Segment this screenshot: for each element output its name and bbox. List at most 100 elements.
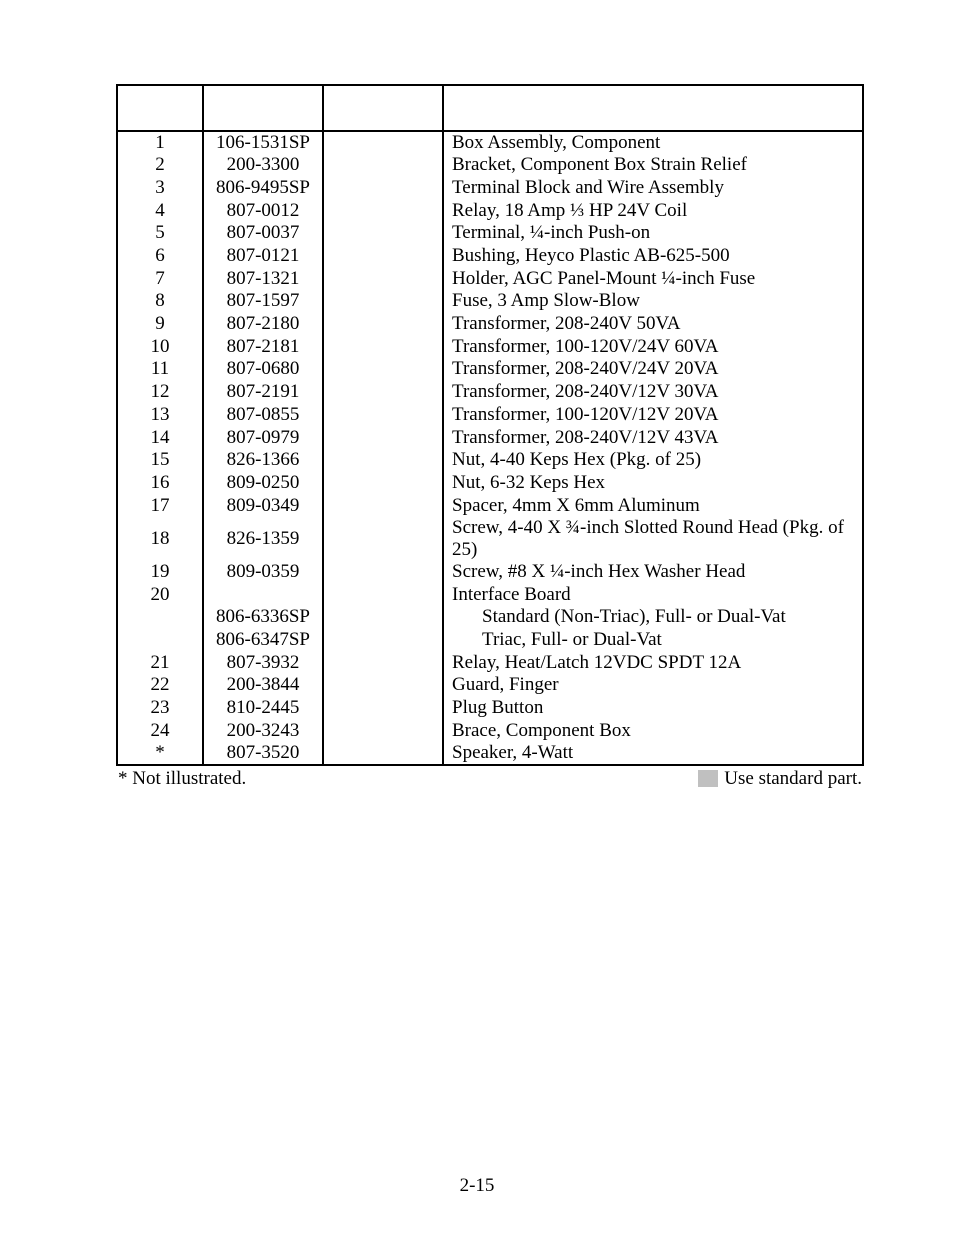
cell-part: 200-3243 [203,719,323,742]
cell-part: 809-0250 [203,471,323,494]
cell-spacer [323,583,443,606]
table-row: 806-6347SP Triac, Full- or Dual-Vat [117,629,863,652]
cell-spacer [323,561,443,584]
table-row: 8807-1597Fuse, 3 Amp Slow-Blow [117,290,863,313]
cell-spacer [323,697,443,720]
cell-part: 809-0359 [203,561,323,584]
cell-part: 807-0037 [203,222,323,245]
cell-item: 21 [117,651,203,674]
cell-spacer [323,426,443,449]
cell-description: Box Assembly, Component [443,131,863,154]
cell-item: 16 [117,471,203,494]
cell-spacer [323,651,443,674]
cell-part: 807-0680 [203,358,323,381]
cell-item: 13 [117,403,203,426]
cell-part: 806-9495SP [203,177,323,200]
cell-description: Holder, AGC Panel-Mount ¼-inch Fuse [443,267,863,290]
cell-item: 8 [117,290,203,313]
cell-spacer [323,177,443,200]
cell-spacer [323,674,443,697]
footnote-row: * Not illustrated. Use standard part. [116,768,864,790]
cell-spacer [323,629,443,652]
cell-description: Interface Board [443,583,863,606]
cell-part: 807-2180 [203,313,323,336]
cell-spacer [323,199,443,222]
cell-spacer [323,222,443,245]
cell-spacer [323,313,443,336]
cell-item: 14 [117,426,203,449]
cell-description: Transformer, 208-240V/12V 30VA [443,381,863,404]
cell-spacer [323,245,443,268]
cell-spacer [323,131,443,154]
cell-description: Transformer, 100-120V/24V 60VA [443,335,863,358]
table-row: 3806-9495SPTerminal Block and Wire Assem… [117,177,863,200]
cell-part: 807-3932 [203,651,323,674]
cell-description: Nut, 4-40 Keps Hex (Pkg. of 25) [443,449,863,472]
cell-description: Transformer, 208-240V/24V 20VA [443,358,863,381]
cell-part: 807-1597 [203,290,323,313]
cell-description: Screw, #8 X ¼-inch Hex Washer Head [443,561,863,584]
cell-part: 809-0349 [203,494,323,517]
table-row: 2200-3300Bracket, Component Box Strain R… [117,154,863,177]
parts-table: 1106-1531SPBox Assembly, Component2200-3… [116,84,864,766]
table-row: 9807-2180 Transformer, 208-240V 50VA [117,313,863,336]
table-row: 17809-0349Spacer, 4mm X 6mm Aluminum [117,494,863,517]
cell-item: 7 [117,267,203,290]
cell-description: Guard, Finger [443,674,863,697]
cell-item: 12 [117,381,203,404]
cell-part: 106-1531SP [203,131,323,154]
cell-item: 5 [117,222,203,245]
table-row: 16809-0250Nut, 6-32 Keps Hex [117,471,863,494]
cell-spacer [323,335,443,358]
table-row: 14807-0979Transformer, 208-240V/12V 43VA [117,426,863,449]
cell-item [117,629,203,652]
table-header-row [117,85,863,131]
table-row: 13807-0855Transformer, 100-120V/12V 20VA [117,403,863,426]
cell-part: 807-2191 [203,381,323,404]
cell-item: 2 [117,154,203,177]
cell-part: 807-1321 [203,267,323,290]
table-row: 6807-0121Bushing, Heyco Plastic AB-625-5… [117,245,863,268]
table-row: 12807-2191 Transformer, 208-240V/12V 30VA [117,381,863,404]
table-row: 20Interface Board [117,583,863,606]
table-row: 4807-0012 Relay, 18 Amp ⅓ HP 24V Coil [117,199,863,222]
table-row: 1106-1531SPBox Assembly, Component [117,131,863,154]
cell-spacer [323,154,443,177]
table-row: 5807-0037Terminal, ¼-inch Push-on [117,222,863,245]
cell-spacer [323,290,443,313]
cell-item: 22 [117,674,203,697]
cell-part: 807-0012 [203,199,323,222]
cell-item: 19 [117,561,203,584]
cell-description: Speaker, 4-Watt [443,742,863,765]
cell-item [117,606,203,629]
cell-spacer [323,471,443,494]
footnote-left: * Not illustrated. [118,768,246,790]
cell-spacer [323,403,443,426]
cell-part: 806-6347SP [203,629,323,652]
table-row: 15826-1366Nut, 4-40 Keps Hex (Pkg. of 25… [117,449,863,472]
cell-part: 826-1359 [203,517,323,561]
cell-description: Triac, Full- or Dual-Vat [443,629,863,652]
cell-item: 9 [117,313,203,336]
table-row: 7807-1321 Holder, AGC Panel-Mount ¼-inch … [117,267,863,290]
table-row: 18826-1359 Screw, 4-40 X ¾-inch Slotted R… [117,517,863,561]
cell-item: 10 [117,335,203,358]
cell-description: Transformer, 208-240V 50VA [443,313,863,336]
cell-part: 807-3520 [203,742,323,765]
table-row: 10807-2181Transformer, 100-120V/24V 60VA [117,335,863,358]
cell-spacer [323,449,443,472]
table-row: 22200-3844 Guard, Finger [117,674,863,697]
cell-spacer [323,719,443,742]
cell-item: 18 [117,517,203,561]
cell-item: 11 [117,358,203,381]
cell-description: Screw, 4-40 X ¾-inch Slotted Round Head … [443,517,863,561]
cell-part: 200-3844 [203,674,323,697]
table-row: *807-3520Speaker, 4-Watt [117,742,863,765]
table-row: 806-6336SPStandard (Non-Triac), Full- or… [117,606,863,629]
cell-description: Brace, Component Box [443,719,863,742]
cell-item: 4 [117,199,203,222]
cell-description: Relay, 18 Amp ⅓ HP 24V Coil [443,199,863,222]
cell-item: 6 [117,245,203,268]
cell-spacer [323,517,443,561]
cell-item: 15 [117,449,203,472]
